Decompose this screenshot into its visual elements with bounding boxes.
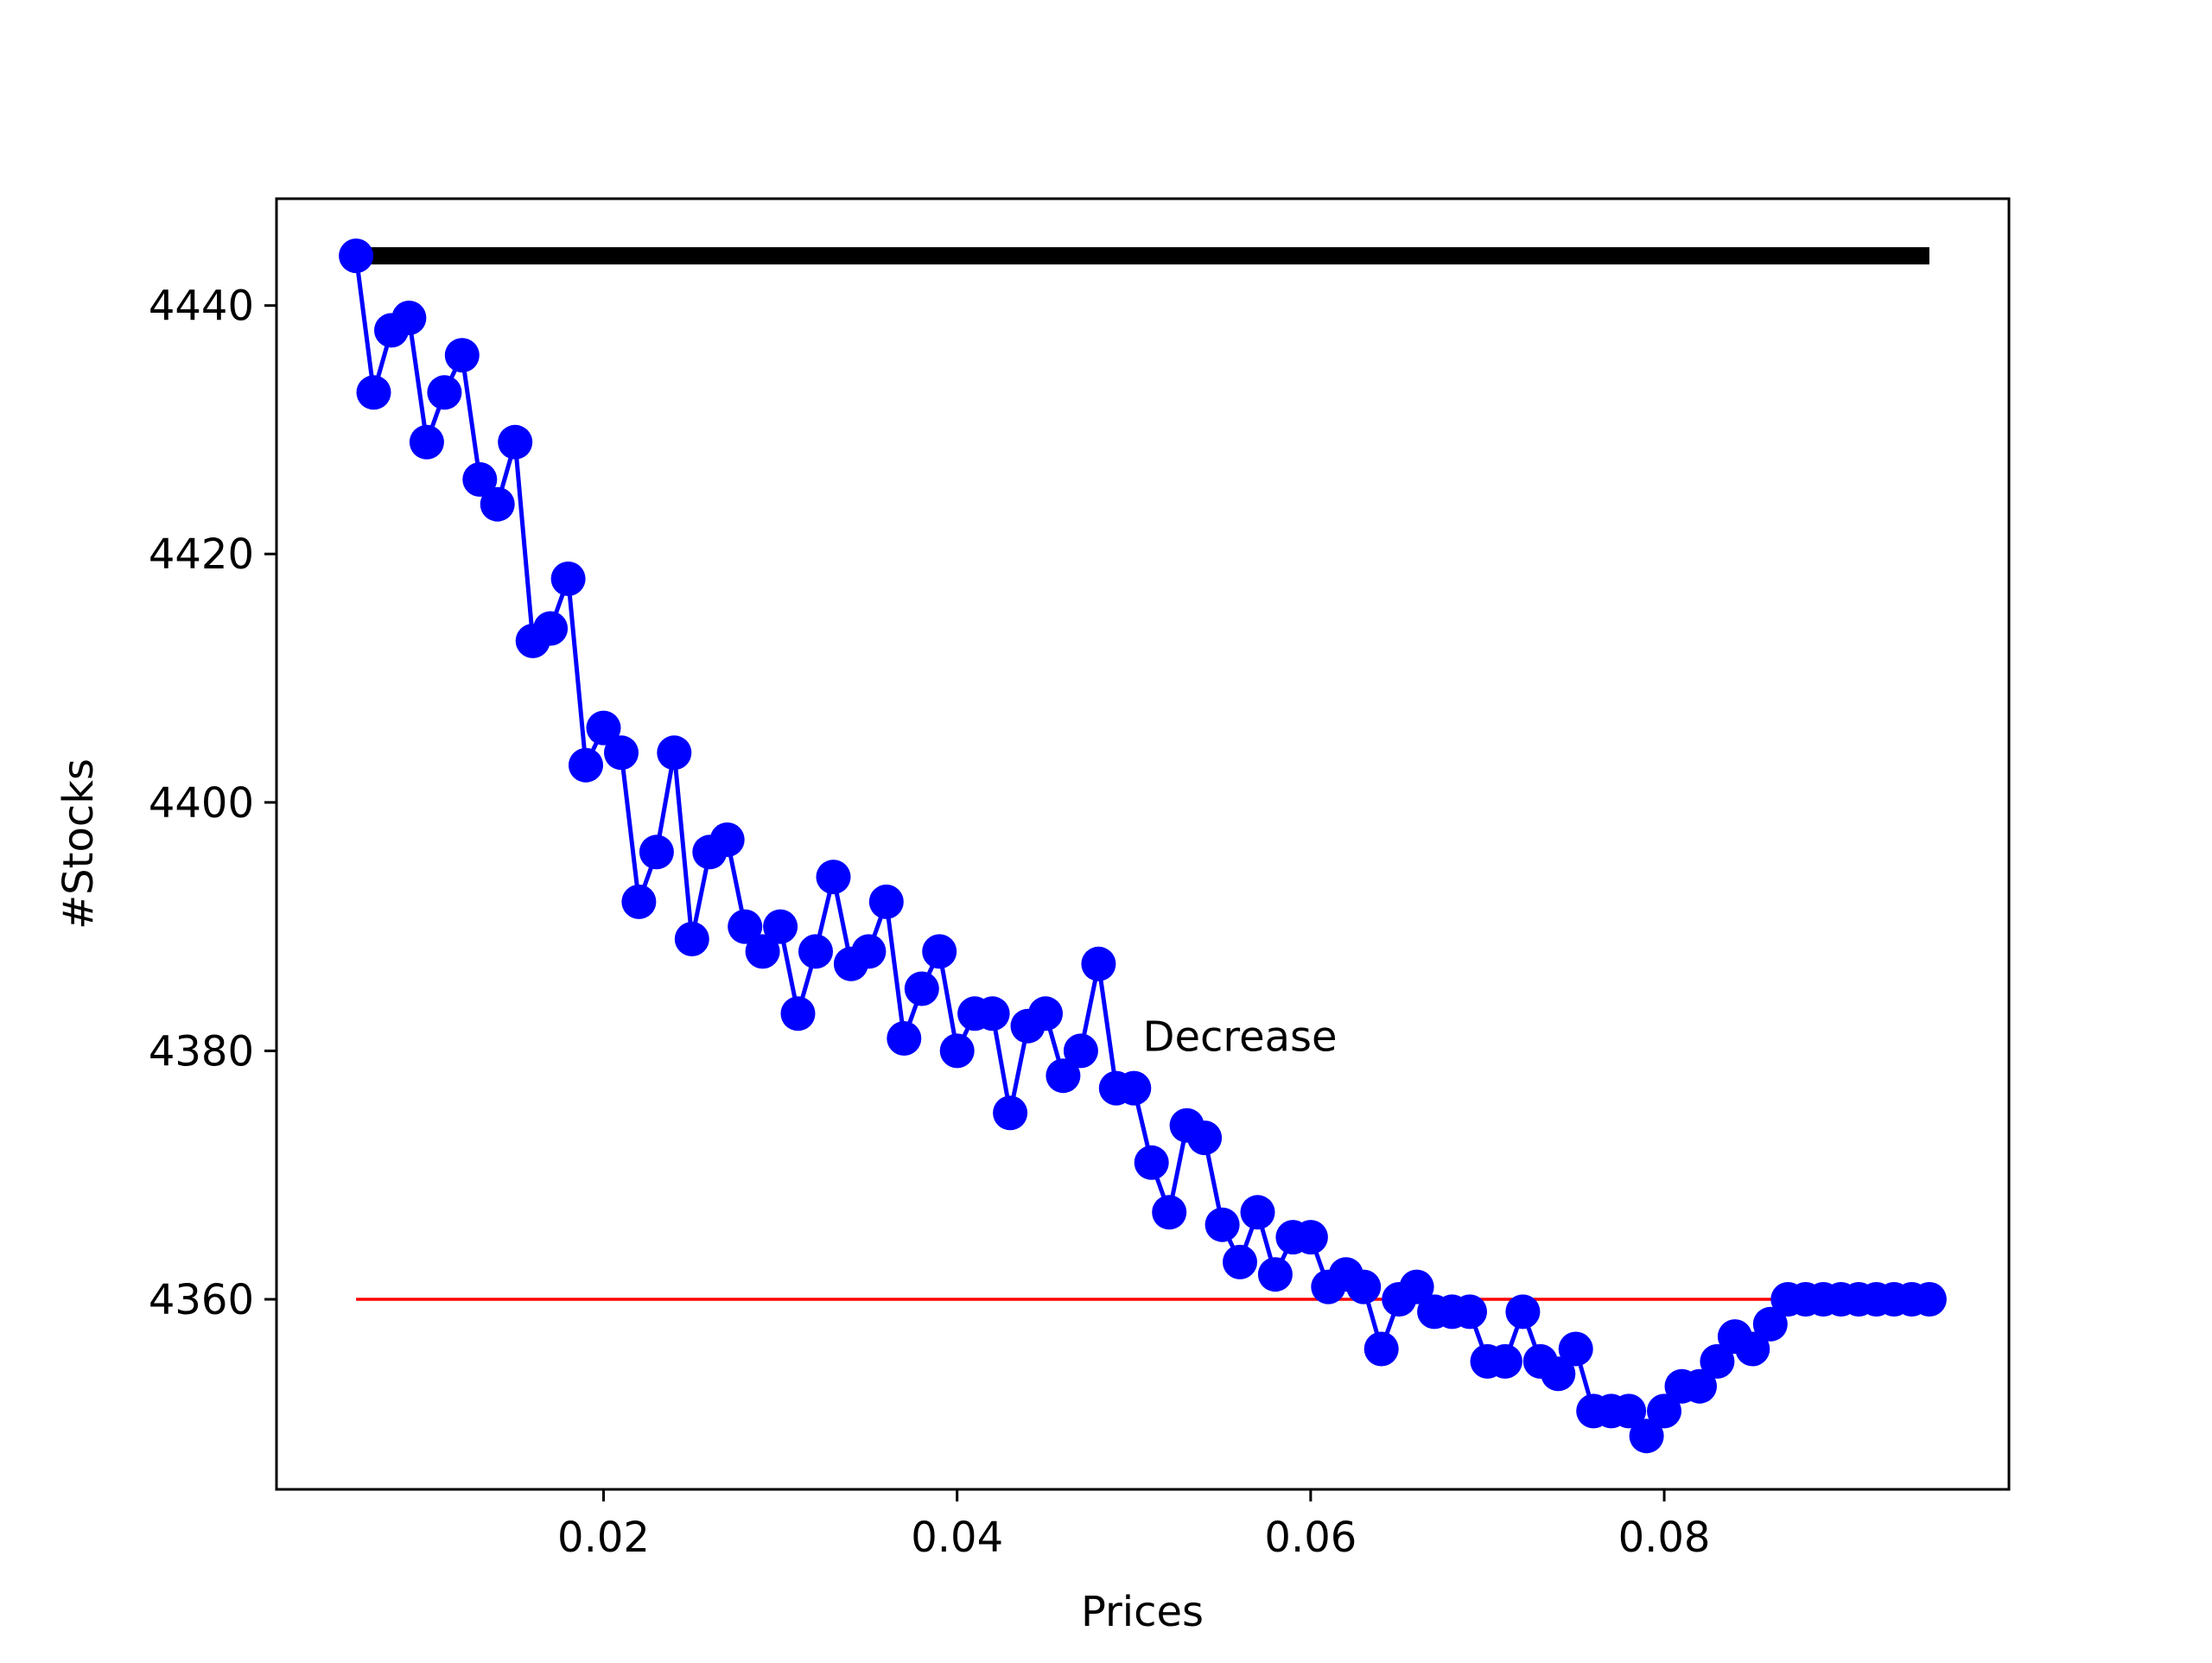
y-tick-label: 4440 xyxy=(149,282,254,331)
series-0-point xyxy=(939,1033,975,1069)
series-0-point xyxy=(1116,1070,1152,1106)
x-tick-label: 0.06 xyxy=(1264,1514,1357,1562)
y-axis-ticks: 4360 4380 4400 4420 4440 xyxy=(149,282,276,1324)
series-0-point xyxy=(1081,946,1116,981)
series-0-point xyxy=(1647,1393,1681,1429)
series-0-point xyxy=(1682,1368,1717,1404)
series-0-point xyxy=(409,424,444,460)
series-0-point xyxy=(1363,1331,1399,1367)
plot-series xyxy=(339,238,1947,1454)
series-0-point xyxy=(1487,1343,1522,1379)
series-0-point xyxy=(533,611,569,646)
series-0-point xyxy=(586,710,621,746)
series-0-point xyxy=(816,860,851,895)
series-0-point xyxy=(1611,1393,1647,1429)
y-axis-label: #Stocks xyxy=(54,759,103,930)
series-0-point xyxy=(657,735,692,771)
series-0-point xyxy=(498,424,533,460)
y-tick-label: 4380 xyxy=(149,1027,254,1076)
x-axis-label: Prices xyxy=(1081,1588,1204,1636)
annotations: Decrease xyxy=(1143,1012,1338,1061)
series-0-point xyxy=(1558,1331,1593,1367)
series-0-point xyxy=(1735,1331,1770,1367)
x-tick-label: 0.04 xyxy=(911,1514,1003,1562)
series-0-point xyxy=(356,375,391,410)
series-0-point xyxy=(1452,1294,1487,1330)
series-0-point xyxy=(904,971,939,1006)
series-0-point xyxy=(1629,1419,1664,1454)
series-0-point xyxy=(1541,1356,1576,1392)
series-0-point xyxy=(780,996,816,1031)
y-tick-label: 4400 xyxy=(149,779,254,828)
series-0-point xyxy=(444,338,480,373)
series-0-point xyxy=(1187,1120,1223,1156)
series-0-point xyxy=(621,884,657,919)
series-0-point xyxy=(1028,996,1063,1031)
series-0-point xyxy=(1700,1343,1735,1379)
series-0-point xyxy=(887,1021,922,1056)
series-0-point xyxy=(1293,1220,1328,1255)
series-0-point xyxy=(763,909,798,944)
series-0-point xyxy=(462,462,498,497)
series-0-point xyxy=(1152,1195,1187,1230)
series-0-point xyxy=(709,822,745,857)
plot-frame xyxy=(275,197,2011,1491)
series-0-point xyxy=(1223,1244,1257,1279)
series-0-point xyxy=(745,934,780,969)
series-0-point xyxy=(1505,1294,1541,1330)
series-0-point xyxy=(1063,1033,1098,1069)
series-0-point xyxy=(1046,1058,1081,1094)
series-0-point xyxy=(1399,1269,1434,1304)
series-0-point xyxy=(339,238,374,274)
series-0-point xyxy=(427,375,462,410)
series-0-point xyxy=(550,562,586,596)
series-0-point xyxy=(922,934,957,969)
series-0-point xyxy=(868,884,904,919)
series-0-point xyxy=(1240,1195,1275,1230)
series-0-point xyxy=(1257,1257,1293,1292)
annotation-decrease: Decrease xyxy=(1143,1012,1338,1061)
y-tick-label: 4420 xyxy=(149,530,254,579)
series-0-point xyxy=(639,835,674,870)
x-tick-label: 0.08 xyxy=(1618,1514,1711,1562)
series-0-point xyxy=(1911,1282,1947,1317)
series-0-point xyxy=(1134,1145,1169,1180)
series-0-point xyxy=(391,301,427,335)
series-0-point xyxy=(975,996,1010,1031)
series-0-point xyxy=(480,486,515,522)
series-0-point xyxy=(851,934,887,969)
series-0-point xyxy=(674,922,709,956)
x-axis-ticks: 0.02 0.04 0.06 0.08 xyxy=(557,1489,1710,1562)
y-tick-label: 4360 xyxy=(149,1276,254,1324)
series-0-point xyxy=(993,1095,1028,1131)
series-0-point xyxy=(1752,1306,1788,1342)
series-0-point xyxy=(604,735,639,771)
series-0-point xyxy=(1346,1269,1382,1304)
series-0-point xyxy=(798,934,833,969)
series-0-point xyxy=(569,747,603,783)
series-0-point xyxy=(1205,1207,1240,1242)
series-0-point xyxy=(728,909,763,944)
x-tick-label: 0.02 xyxy=(557,1514,650,1562)
